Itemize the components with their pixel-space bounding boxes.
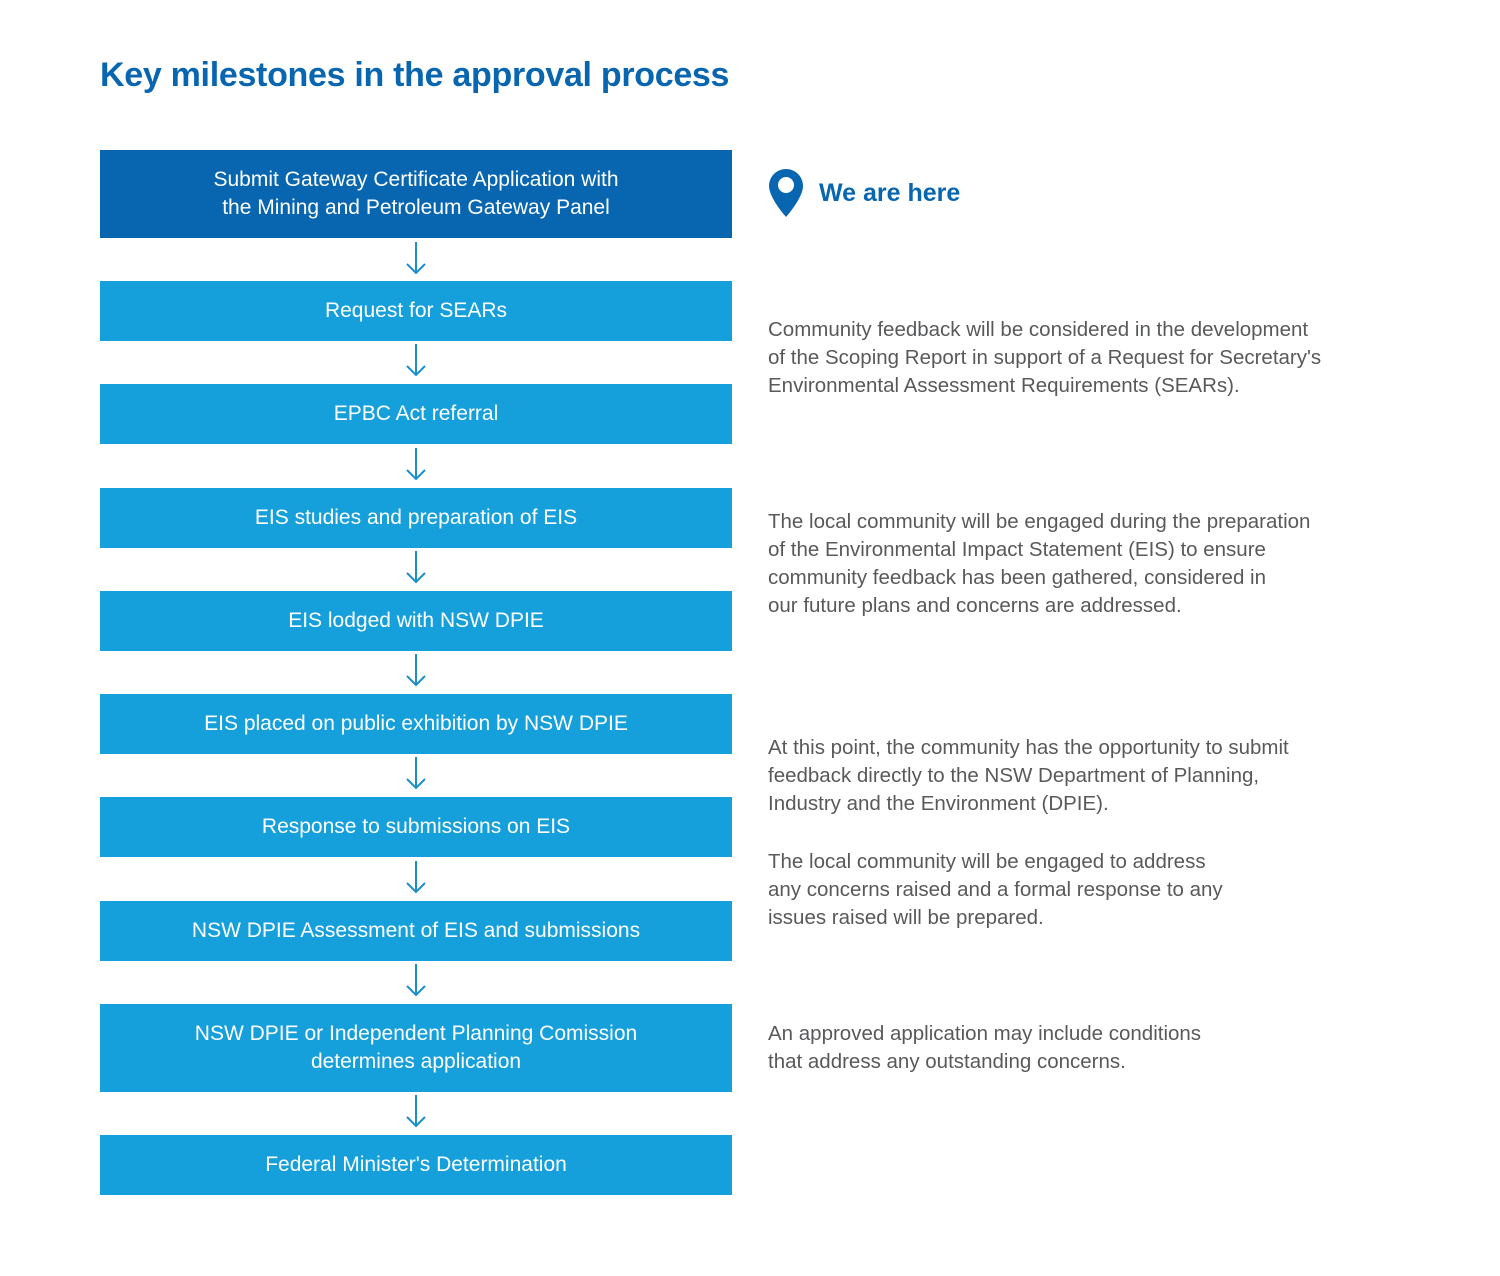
step-label: Response to submissions on EIS	[261, 815, 571, 838]
arrow-down-icon	[406, 448, 426, 481]
we-are-here-marker: We are here	[768, 168, 960, 218]
step-request-sears: Request for SEARs	[100, 281, 732, 341]
step-determines-application: NSW DPIE or Independent Planning Comissi…	[100, 1004, 732, 1092]
step-epbc-referral: EPBC Act referral	[100, 384, 732, 444]
arrow-down-icon	[406, 1095, 426, 1128]
step-label: Submit Gateway Certificate Application w…	[213, 168, 619, 219]
arrow-down-icon	[406, 861, 426, 894]
step-eis-studies: EIS studies and preparation of EIS	[100, 488, 732, 548]
step-label: EPBC Act referral	[333, 402, 499, 425]
step-label: EIS lodged with NSW DPIE	[288, 609, 544, 632]
arrow-down-icon	[406, 242, 426, 275]
arrow-down-icon	[406, 344, 426, 377]
step-label: NSW DPIE Assessment of EIS and submissio…	[191, 919, 641, 942]
arrow-down-icon	[406, 654, 426, 687]
step-public-exhibition: EIS placed on public exhibition by NSW D…	[100, 694, 732, 754]
location-pin-icon	[769, 169, 803, 217]
step-label: NSW DPIE or Independent Planning Comissi…	[194, 1022, 638, 1073]
step-eis-lodged: EIS lodged with NSW DPIE	[100, 591, 732, 651]
note-public-feedback: At this point, the community has the opp…	[768, 736, 1289, 815]
note-scoping-report: Community feedback will be considered in…	[768, 318, 1322, 397]
step-response-submissions: Response to submissions on EIS	[100, 797, 732, 857]
step-dpie-assessment: NSW DPIE Assessment of EIS and submissio…	[100, 901, 732, 961]
note-address-concerns: The local community will be engaged to a…	[768, 850, 1223, 929]
step-label: EIS studies and preparation of EIS	[254, 506, 578, 529]
step-label: Federal Minister's Determination	[265, 1153, 567, 1176]
arrow-down-icon	[406, 551, 426, 584]
note-approved-conditions: An approved application may include cond…	[768, 1022, 1202, 1073]
note-eis-engagement: The local community will be engaged duri…	[768, 510, 1311, 617]
step-federal-determination: Federal Minister's Determination	[100, 1135, 732, 1195]
step-gateway-application: Submit Gateway Certificate Application w…	[100, 150, 732, 238]
step-label: EIS placed on public exhibition by NSW D…	[204, 712, 628, 735]
step-label: Request for SEARs	[324, 299, 508, 322]
page-title: Key milestones in the approval process	[100, 56, 730, 94]
we-are-here-label: We are here	[819, 178, 961, 207]
arrow-down-icon	[406, 964, 426, 997]
arrow-down-icon	[406, 757, 426, 790]
